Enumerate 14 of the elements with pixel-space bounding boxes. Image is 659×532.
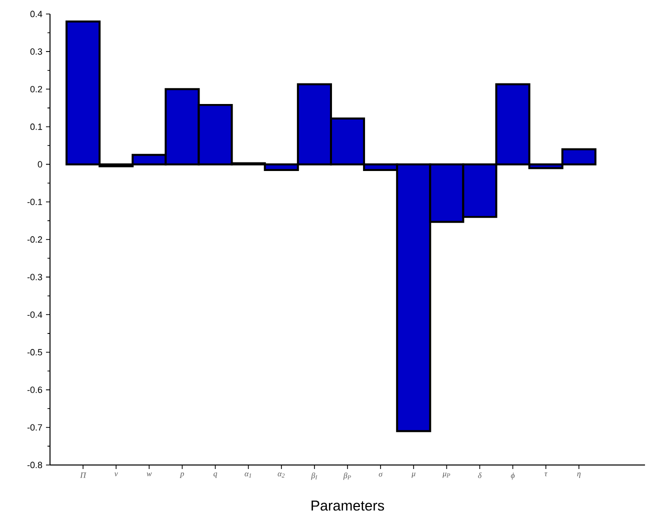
y-tick-label: 0.2 (30, 86, 42, 92)
y-tick-label: 0.1 (30, 124, 42, 130)
y-tick-label: -0.6 (27, 386, 42, 393)
y-tick-label: -0.2 (27, 236, 42, 243)
y-tick-label: 0.4 (30, 10, 42, 18)
y-tick-label: -0.4 (27, 311, 42, 318)
y-tick-label: 0 (38, 161, 42, 168)
y-tick-label: 0.3 (30, 48, 42, 55)
x-axis-title: Parameters (312, 500, 384, 511)
y-tick-label: -0.1 (27, 198, 42, 206)
y-tick-label: -0.5 (27, 349, 42, 356)
y-tick-label: -0.3 (27, 274, 42, 280)
y-tick-label: -0.7 (27, 424, 42, 431)
y-tick-label: -0.8 (27, 462, 42, 468)
